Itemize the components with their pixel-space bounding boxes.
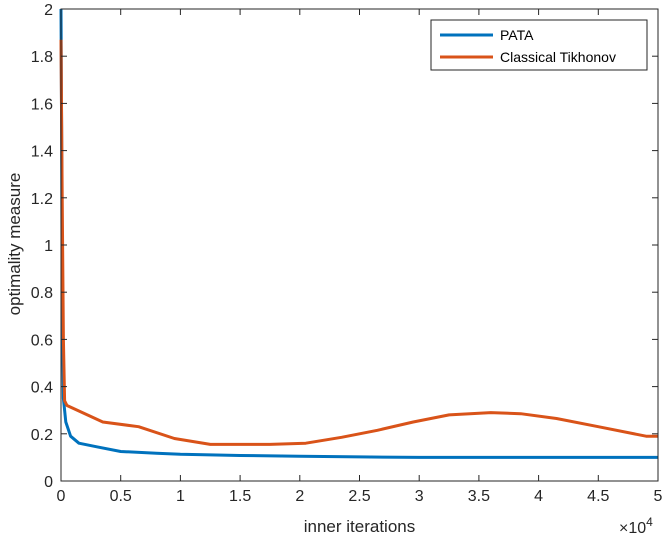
y-tick-label: 0.4 xyxy=(31,380,53,397)
y-tick-label: 2 xyxy=(44,2,53,19)
x-tick-label: 1 xyxy=(176,488,185,505)
x-tick-label: 0.5 xyxy=(110,488,132,505)
x-tick-label: 2.5 xyxy=(348,488,370,505)
x-exponent-label: ×104 xyxy=(619,515,653,537)
x-tick-label: 2 xyxy=(295,488,304,505)
y-tick-label: 1.4 xyxy=(31,144,53,161)
x-exponent-power: 4 xyxy=(646,515,653,529)
y-tick-label: 0.6 xyxy=(31,332,53,349)
x-tick-label: 3 xyxy=(415,488,424,505)
y-axis-label: optimality measure xyxy=(5,173,24,316)
y-tick-label: 1 xyxy=(44,238,53,255)
ticks-layer: 0 0.5 1 1.5 2 2.5 3 3.5 4 4.5 5 0 0.2 0.4 0.6 0.8 1 1.2 1.… xyxy=(31,2,663,505)
x-tick-label: 4.5 xyxy=(587,488,609,505)
x-tick-label: 5 xyxy=(654,488,663,505)
y-tick-label: 0 xyxy=(44,474,53,491)
legend-label-pata: PATA xyxy=(500,27,534,43)
legend: PATA Classical Tikhonov xyxy=(430,19,648,71)
x-tick-label: 0 xyxy=(57,488,66,505)
y-tick-label: 0.8 xyxy=(31,285,53,302)
x-exponent-base: ×10 xyxy=(619,520,646,537)
x-tick-label: 4 xyxy=(534,488,543,505)
y-tick-label: 1.8 xyxy=(31,49,53,66)
x-axis-label: inner iterations xyxy=(304,517,416,536)
legend-box xyxy=(430,19,648,71)
series-layer xyxy=(59,8,658,459)
x-tick-label: 1.5 xyxy=(229,488,251,505)
y-tick-label: 0.2 xyxy=(31,427,53,444)
legend-label-classical-tikhonov: Classical Tikhonov xyxy=(500,49,616,65)
series-line-classical-tikhonov xyxy=(59,39,658,446)
y-tick-label: 1.2 xyxy=(31,191,53,208)
x-tick-label: 3.5 xyxy=(468,488,490,505)
y-tick-label: 1.6 xyxy=(31,96,53,113)
